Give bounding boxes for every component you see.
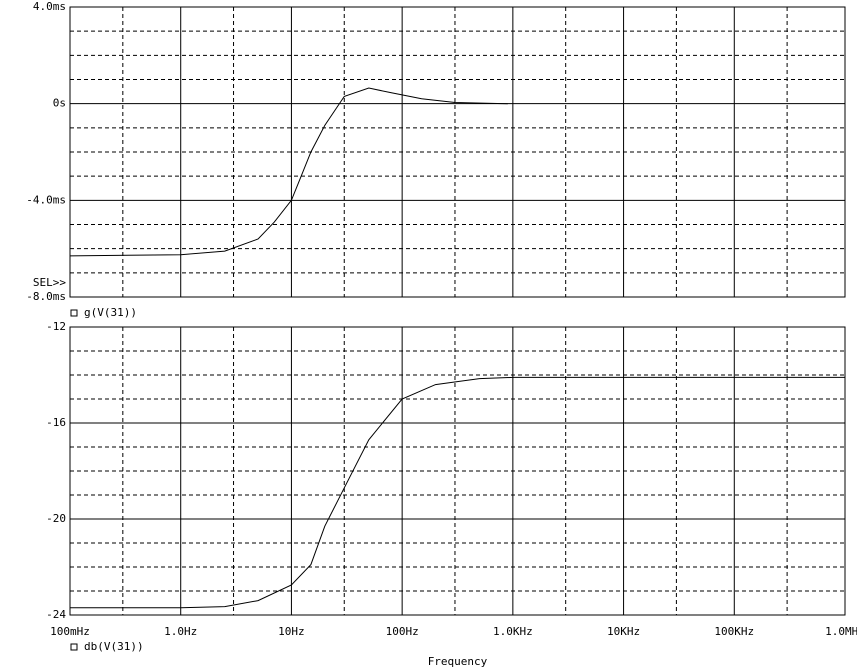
y-tick-label: 0s: [53, 97, 66, 110]
plot-border: [69, 326, 846, 616]
y-tick-label: -4.0ms: [26, 193, 66, 206]
x-tick-label: 10Hz: [278, 625, 305, 638]
x-tick-label: 100mHz: [50, 625, 90, 638]
x-tick-label: 100KHz: [714, 625, 754, 638]
x-tick-label: 1.0Hz: [164, 625, 197, 638]
legend-marker: [70, 309, 78, 317]
y-tick-label: -16: [46, 416, 66, 429]
data-line: [70, 376, 845, 609]
y-tick-label: -12: [46, 320, 66, 333]
y-tick-label: -24: [46, 608, 66, 621]
y-tick-label: 4.0ms: [33, 0, 66, 13]
data-line: [69, 87, 508, 257]
legend-label: db(V(31)): [84, 640, 144, 653]
x-tick-label: 10KHz: [607, 625, 640, 638]
x-tick-label: 1.0KHz: [493, 625, 533, 638]
y-tick-label: -8.0ms: [26, 290, 66, 303]
y-tick-label: -20: [46, 512, 66, 525]
x-tick-label: 1.0MHz: [825, 625, 857, 638]
legend-label: g(V(31)): [84, 306, 137, 319]
x-axis-label: Frequency: [428, 655, 488, 668]
annotation: SEL>>: [33, 276, 66, 289]
legend-marker: [70, 643, 78, 651]
x-tick-label: 100Hz: [386, 625, 419, 638]
plot-border: [69, 6, 846, 298]
